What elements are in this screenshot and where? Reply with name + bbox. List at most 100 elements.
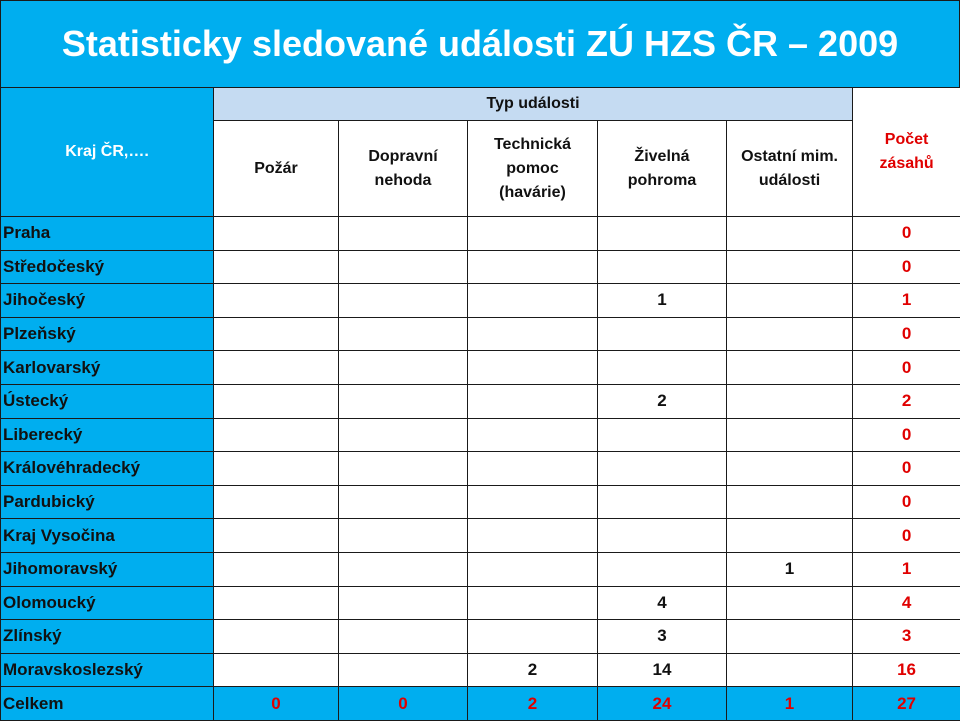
- event-count-cell: [468, 384, 598, 418]
- event-count-cell: [214, 620, 339, 654]
- type-header-other-events: Ostatní mim.události: [727, 121, 853, 217]
- total-label: Celkem: [1, 687, 214, 721]
- event-count-cell: 1: [727, 687, 853, 721]
- intervention-total-cell: 0: [853, 250, 960, 284]
- table-row: Středočeský 0: [1, 250, 960, 284]
- event-count-cell: [339, 552, 468, 586]
- event-count-cell: [214, 317, 339, 351]
- event-count-cell: [468, 284, 598, 318]
- event-count-cell: [727, 485, 853, 519]
- intervention-total-cell: 0: [853, 217, 960, 251]
- event-count-cell: [468, 586, 598, 620]
- event-count-cell: [214, 284, 339, 318]
- event-count-cell: 1: [727, 552, 853, 586]
- event-count-cell: 0: [214, 687, 339, 721]
- event-count-cell: [339, 620, 468, 654]
- event-count-cell: [214, 586, 339, 620]
- intervention-total-cell: 16: [853, 653, 960, 687]
- event-count-cell: [339, 217, 468, 251]
- event-count-cell: [598, 351, 727, 385]
- intervention-total-cell: 2: [853, 384, 960, 418]
- event-count-cell: [727, 519, 853, 553]
- event-count-cell: [598, 552, 727, 586]
- event-count-cell: [727, 384, 853, 418]
- event-count-cell: 0: [339, 687, 468, 721]
- event-count-cell: [598, 217, 727, 251]
- table-row: Jihočeský 1 1: [1, 284, 960, 318]
- region-name: Středočeský: [1, 250, 214, 284]
- event-count-cell: [214, 384, 339, 418]
- region-name: Královéhradecký: [1, 452, 214, 486]
- event-count-cell: [339, 485, 468, 519]
- event-count-cell: [339, 519, 468, 553]
- event-count-cell: 3: [598, 620, 727, 654]
- event-count-cell: [727, 620, 853, 654]
- event-count-cell: [214, 519, 339, 553]
- event-count-cell: [339, 351, 468, 385]
- event-count-cell: [214, 485, 339, 519]
- intervention-total-cell: 4: [853, 586, 960, 620]
- intervention-total-cell: 1: [853, 284, 960, 318]
- event-count-cell: 2: [468, 687, 598, 721]
- event-count-cell: [214, 217, 339, 251]
- intervention-total-cell: 0: [853, 317, 960, 351]
- region-column-header: Kraj ČR,….: [1, 88, 214, 217]
- event-count-cell: [339, 586, 468, 620]
- region-name: Zlínský: [1, 620, 214, 654]
- event-count-cell: [727, 284, 853, 318]
- event-count-cell: [727, 653, 853, 687]
- event-count-cell: [468, 519, 598, 553]
- event-count-cell: [214, 250, 339, 284]
- event-count-cell: [339, 384, 468, 418]
- event-count-cell: [598, 452, 727, 486]
- event-count-cell: [339, 452, 468, 486]
- intervention-total-cell: 27: [853, 687, 960, 721]
- event-count-cell: [468, 552, 598, 586]
- event-count-cell: 2: [598, 384, 727, 418]
- region-name: Plzeňský: [1, 317, 214, 351]
- event-count-cell: [468, 250, 598, 284]
- event-count-cell: 14: [598, 653, 727, 687]
- region-name: Jihomoravský: [1, 552, 214, 586]
- event-count-cell: [339, 284, 468, 318]
- event-count-cell: 2: [468, 653, 598, 687]
- slide-title: Statisticky sledované události ZÚ HZS ČR…: [0, 0, 960, 88]
- region-name: Jihočeský: [1, 284, 214, 318]
- event-count-cell: [468, 620, 598, 654]
- event-count-cell: [727, 418, 853, 452]
- event-count-cell: [468, 485, 598, 519]
- event-type-group-header: Typ události: [214, 88, 853, 121]
- event-count-cell: [468, 217, 598, 251]
- event-count-cell: [727, 217, 853, 251]
- region-name: Pardubický: [1, 485, 214, 519]
- event-count-cell: 4: [598, 586, 727, 620]
- event-count-cell: [339, 653, 468, 687]
- event-count-cell: [214, 552, 339, 586]
- region-name: Liberecký: [1, 418, 214, 452]
- event-count-cell: [339, 250, 468, 284]
- event-count-cell: 1: [598, 284, 727, 318]
- event-count-cell: [598, 519, 727, 553]
- intervention-total-cell: 0: [853, 519, 960, 553]
- event-count-cell: [468, 317, 598, 351]
- event-count-cell: [214, 418, 339, 452]
- event-count-cell: [214, 653, 339, 687]
- event-count-cell: [214, 452, 339, 486]
- region-name: Karlovarský: [1, 351, 214, 385]
- event-count-cell: [598, 317, 727, 351]
